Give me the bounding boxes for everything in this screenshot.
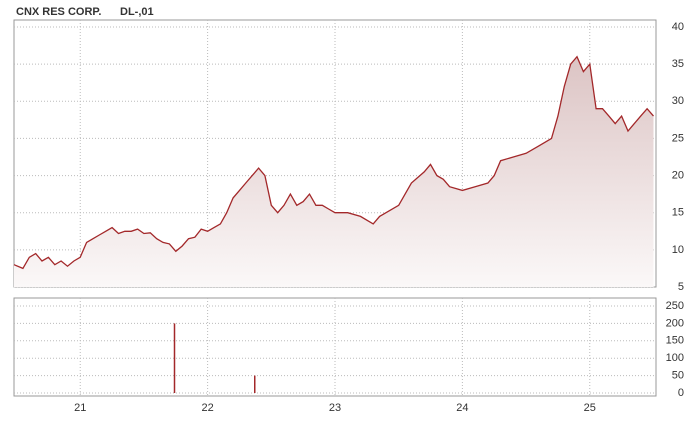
volume-bar xyxy=(173,323,176,393)
x-tick-label: 24 xyxy=(456,402,468,414)
chart-subtitle: DL-,01 xyxy=(120,6,154,18)
y-tick-label: 0 xyxy=(678,387,684,399)
area xyxy=(14,56,654,288)
y-tick-label: 10 xyxy=(672,244,684,256)
y-tick-label: 40 xyxy=(672,21,684,33)
chart-title: CNX RES CORP. xyxy=(16,6,101,18)
y-tick-label: 20 xyxy=(672,169,684,181)
y-tick-label: 50 xyxy=(672,370,684,382)
x-tick-label: 23 xyxy=(329,402,341,414)
y-tick-label: 30 xyxy=(672,95,684,107)
y-tick-label: 200 xyxy=(666,317,684,329)
y-tick-label: 5 xyxy=(678,281,684,293)
y-tick-label: 15 xyxy=(672,207,684,219)
y-tick-label: 250 xyxy=(666,300,684,312)
y-tick-label: 100 xyxy=(666,352,684,364)
y-tick-label: 25 xyxy=(672,132,684,144)
y-tick-label: 150 xyxy=(666,335,684,347)
y-tick-label: 35 xyxy=(672,58,684,70)
x-tick-label: 22 xyxy=(201,402,213,414)
x-tick-label: 25 xyxy=(584,402,596,414)
volume-bar xyxy=(254,375,256,393)
x-tick-label: 21 xyxy=(74,402,86,414)
price-line xyxy=(13,55,654,270)
